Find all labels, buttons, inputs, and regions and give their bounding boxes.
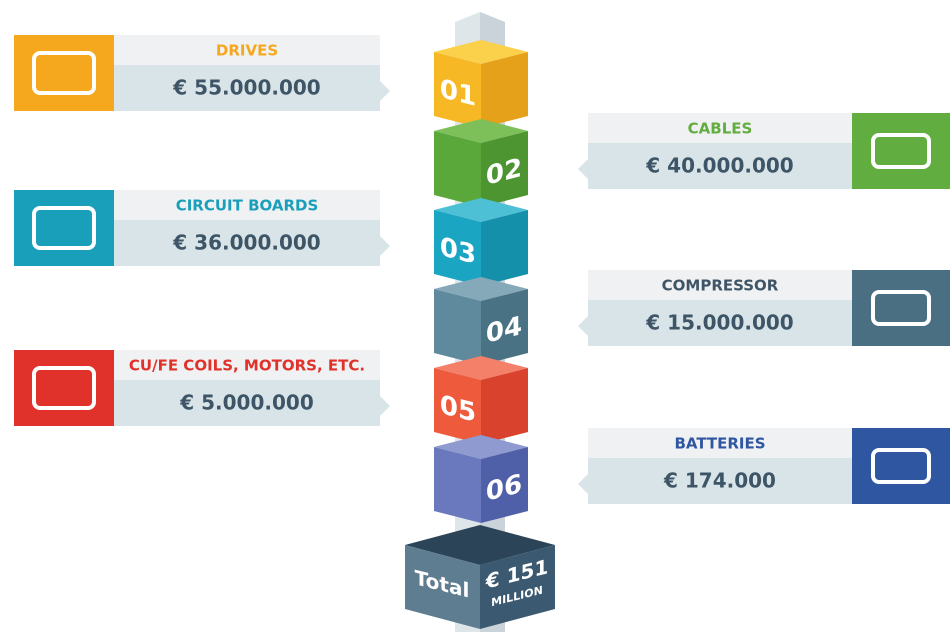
item-value: € 55.000.000 [172, 76, 320, 100]
item-label: DRIVES [216, 42, 278, 60]
item-label: CABLES [688, 120, 753, 138]
item-label: BATTERIES [674, 435, 765, 453]
icon-box [852, 270, 950, 346]
icon-box [14, 350, 114, 426]
cube-right [481, 210, 528, 286]
item-label: CU/FE COILS, MOTORS, ETC. [129, 357, 365, 375]
icon-box [14, 35, 114, 111]
item-value: € 15.000.000 [645, 311, 793, 335]
item-panel: CIRCUIT BOARDS € 36.000.000 [14, 190, 390, 266]
item-label: CIRCUIT BOARDS [176, 197, 319, 215]
item-label: COMPRESSOR [662, 277, 779, 295]
icon-box [14, 190, 114, 266]
item-panel: COMPRESSOR € 15.000.000 [578, 270, 950, 346]
item-panel: CU/FE COILS, MOTORS, ETC. € 5.000.000 [14, 350, 390, 426]
cube-left [434, 447, 481, 523]
cube-left [434, 131, 481, 207]
infographic: 01DRIVES€ 55.000.00002CABLES€ 40.000.000… [0, 0, 950, 632]
item-value: € 36.000.000 [172, 231, 320, 255]
cube-right [481, 368, 528, 444]
cube-right [481, 52, 528, 128]
item-panel: DRIVES € 55.000.000 [14, 35, 390, 111]
item-panel: CABLES € 40.000.000 [578, 113, 950, 189]
item-value: € 5.000.000 [179, 391, 314, 415]
cube-left [434, 289, 481, 365]
icon-box [852, 428, 950, 504]
icon-box [852, 113, 950, 189]
item-value: € 174.000 [663, 469, 776, 493]
item-value: € 40.000.000 [645, 154, 793, 178]
item-panel: BATTERIES € 174.000 [578, 428, 950, 504]
